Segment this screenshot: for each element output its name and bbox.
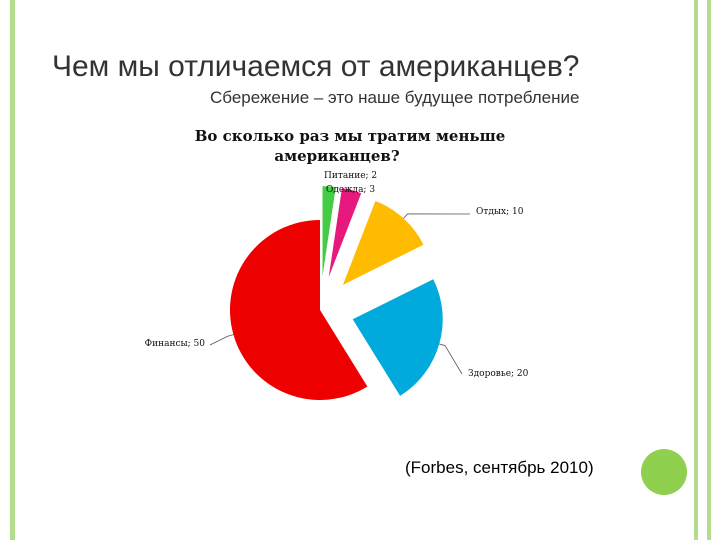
- pie-slices: [230, 186, 443, 400]
- pie-slice-5: [230, 220, 368, 400]
- frame-left-stripe: [10, 0, 15, 540]
- slide-subtitle: Сбережение – это наше будущее потреблени…: [210, 88, 580, 107]
- data-label-3: Отдых; 10: [476, 207, 524, 217]
- frame-right-stripe-inner: [694, 0, 698, 540]
- data-label-2: Одежда; 3: [326, 185, 375, 195]
- decorative-circle: [641, 449, 687, 495]
- leader-line-5: [209, 334, 234, 346]
- pie-slice-1: [322, 186, 336, 277]
- leader-lines: [209, 213, 471, 375]
- pie-slice-4: [352, 279, 443, 396]
- slide-title: Чем мы отличаемся от американцев?: [52, 50, 580, 83]
- data-label-4: Здоровье; 20: [468, 369, 529, 379]
- leader-line-3: [403, 213, 471, 219]
- data-label-1: Питание; 2: [324, 171, 377, 181]
- pie-slice-2: [328, 188, 362, 278]
- frame-right-stripe-outer: [707, 0, 711, 540]
- data-label-5: Финансы; 50: [145, 339, 206, 349]
- source-caption: (Forbes, сентябрь 2010): [405, 458, 594, 477]
- data-labels: Питание; 2 Одежда; 3 Отдых; 10 Здоровье; 20…: [145, 171, 529, 379]
- pie-slice-3: [342, 200, 424, 285]
- chart-title-line-2: американцев?: [274, 147, 399, 165]
- leader-line-4: [439, 343, 463, 375]
- chart-title-line-1: Во сколько раз мы тратим меньше: [195, 127, 506, 145]
